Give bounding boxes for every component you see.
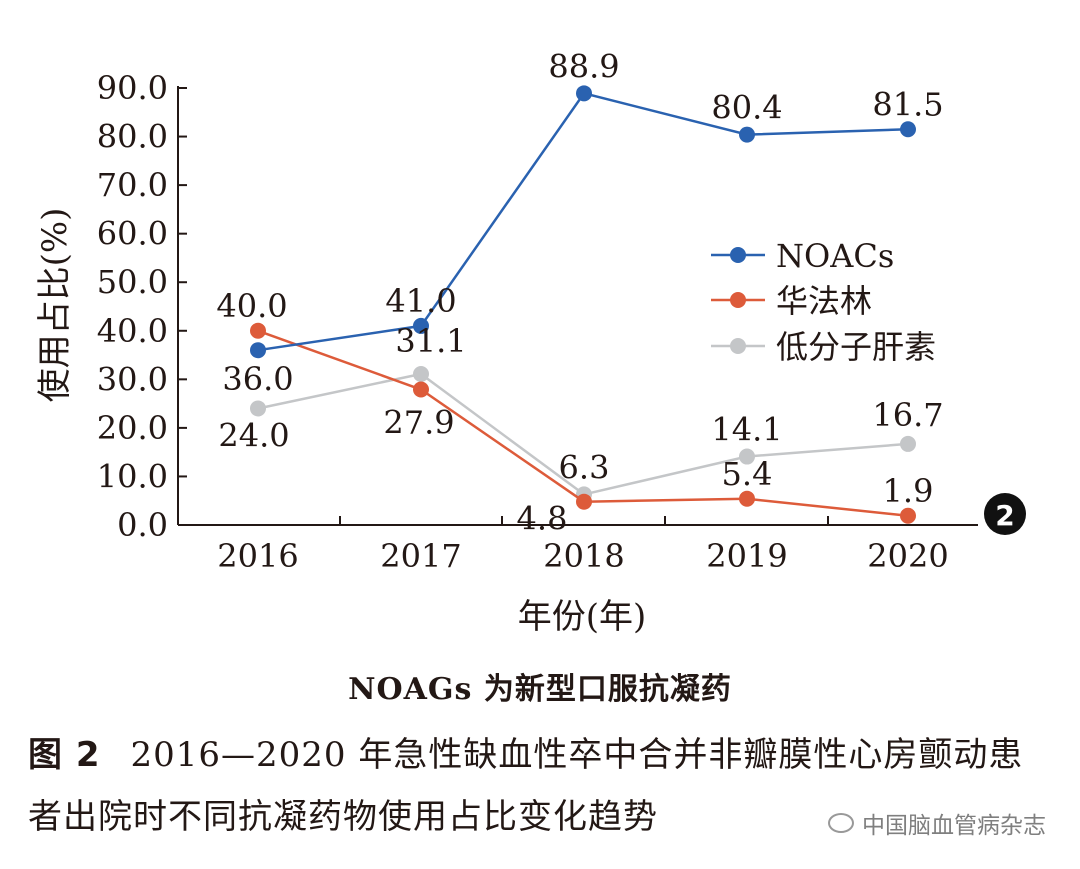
data-labels: 36.0 41.0 88.9 80.4 81.5 40.0 27.9 4.8 5.4 1.9 24.… xyxy=(216,47,943,537)
chart-axes: 0.0 10.0 20.0 30.0 40.0 50.0 60.0 70.0 80.0 90.0 2… xyxy=(35,69,1026,637)
data-label: 41.0 xyxy=(385,282,456,320)
data-point xyxy=(900,121,916,138)
legend-marker xyxy=(730,338,746,354)
data-point xyxy=(576,85,592,102)
line-chart: 0.0 10.0 20.0 30.0 40.0 50.0 60.0 70.0 80.0 90.0 2… xyxy=(35,47,1026,637)
data-point xyxy=(413,317,429,334)
data-point xyxy=(576,493,592,510)
y-tick-label: 0.0 xyxy=(117,506,168,544)
data-point xyxy=(413,381,429,398)
watermark-text: 中国脑血管病杂志 xyxy=(862,813,1046,839)
x-tick-label: 2017 xyxy=(380,537,461,575)
figure-caption: 图 2 2016—2020 年急性缺血性卒中合并非瓣膜性心房颤动患者出院时不同抗凝… xyxy=(28,724,1058,848)
x-tick-label: 2016 xyxy=(217,537,298,575)
data-point xyxy=(739,126,755,143)
x-tick-label: 2019 xyxy=(706,537,787,575)
y-tick-label: 10.0 xyxy=(97,457,168,495)
chart-series xyxy=(250,85,916,524)
panel-badge xyxy=(984,493,1026,535)
panel-badge-label: 2 xyxy=(995,499,1014,532)
y-tick-label: 30.0 xyxy=(97,360,168,398)
x-tick-label: 2020 xyxy=(867,537,948,575)
data-label: 14.1 xyxy=(711,411,782,449)
data-label: 5.4 xyxy=(722,455,773,493)
data-label: 6.3 xyxy=(559,448,610,486)
figure-number: 图 2 xyxy=(28,735,101,775)
data-label: 81.5 xyxy=(872,85,943,123)
data-point xyxy=(900,435,916,452)
data-label: 36.0 xyxy=(222,360,293,398)
wechat-icon xyxy=(828,813,854,833)
y-tick-label: 20.0 xyxy=(97,409,168,447)
data-point xyxy=(250,342,266,359)
data-point xyxy=(739,448,755,465)
figure-caption-text: 2016—2020 年急性缺血性卒中合并非瓣膜性心房颤动患者出院时不同抗凝药物使… xyxy=(28,735,1024,837)
y-tick-label: 90.0 xyxy=(97,69,168,107)
watermark: 中国脑血管病杂志 xyxy=(828,806,1046,840)
y-tick-label: 50.0 xyxy=(97,263,168,301)
data-point xyxy=(250,400,266,417)
data-label: 1.9 xyxy=(883,472,934,510)
data-label: 80.4 xyxy=(711,89,782,127)
y-tick-label: 70.0 xyxy=(97,166,168,204)
data-point xyxy=(900,507,916,524)
abbreviation-note: NOAGs 为新型口服抗凝药 xyxy=(348,672,732,707)
data-point xyxy=(739,490,755,507)
y-axis-title: 使用占比(%) xyxy=(35,208,75,403)
x-tick-label: 2018 xyxy=(543,537,624,575)
data-label: 4.8 xyxy=(517,500,568,538)
y-tick-label: 60.0 xyxy=(97,215,168,253)
data-label: 40.0 xyxy=(216,287,287,325)
data-label: 88.9 xyxy=(548,47,619,85)
legend-label: 低分子肝素 xyxy=(776,328,936,366)
data-label: 24.0 xyxy=(218,416,289,454)
x-axis-title: 年份(年) xyxy=(518,597,647,637)
legend-marker xyxy=(730,292,746,308)
data-point xyxy=(250,322,266,339)
y-tick-label: 40.0 xyxy=(97,312,168,350)
data-label: 31.1 xyxy=(395,322,466,360)
data-label: 16.7 xyxy=(872,396,943,434)
y-tick-label: 80.0 xyxy=(97,118,168,156)
legend-label: 华法林 xyxy=(776,282,872,320)
legend-label: NOACs xyxy=(776,237,894,275)
legend-marker xyxy=(730,247,746,263)
data-label: 27.9 xyxy=(383,404,454,442)
data-point xyxy=(413,365,429,382)
